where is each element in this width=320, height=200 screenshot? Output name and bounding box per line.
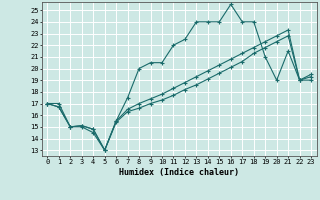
X-axis label: Humidex (Indice chaleur): Humidex (Indice chaleur)	[119, 168, 239, 177]
